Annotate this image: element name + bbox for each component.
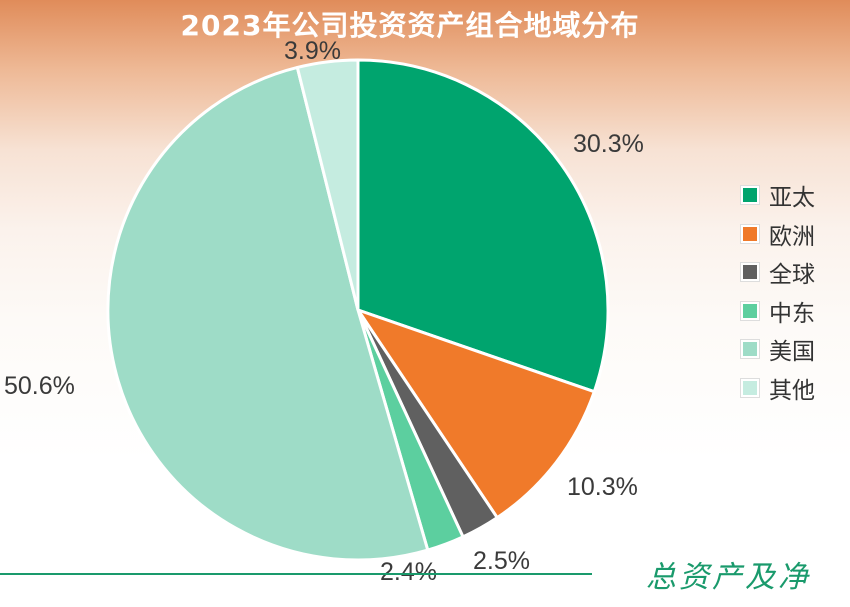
legend-label: 其他 [769,377,815,404]
pie-slice-asia-pacific [356,58,610,394]
data-label-other: 3.9% [284,37,341,65]
legend-label: 欧洲 [769,223,815,250]
pie-slice-europe [356,308,596,520]
legend-item-usa: 美国 [741,330,815,369]
legend-label: 全球 [769,262,815,289]
legend-label: 美国 [769,339,815,366]
data-label-global: 2.5% [473,547,530,575]
legend-item-other: 其他 [741,369,815,408]
legend-label: 中东 [769,300,815,327]
chart-title: 2023年公司投资资产组合地域分布 [180,9,640,42]
footer-divider [0,573,592,575]
pie-slice-usa [106,65,430,562]
legend-swatch [741,186,759,205]
data-label-usa: 50.6% [4,372,75,400]
legend-item-europe: 欧洲 [741,215,815,254]
footer-heading: 总资产及净 [646,560,811,595]
data-label-middle-east: 2.4% [380,558,437,586]
legend-swatch [741,378,759,397]
data-label-asia-pacific: 30.3% [573,130,644,158]
chart-legend: 亚太 欧洲 全球 中东 美国 其他 [741,176,815,407]
legend-swatch [741,263,759,282]
legend-swatch [741,340,759,359]
legend-label: 亚太 [769,185,815,212]
data-label-europe: 10.3% [567,473,638,501]
pie-slice-other [295,58,360,312]
legend-swatch [741,301,759,320]
legend-item-middle-east: 中东 [741,292,815,331]
pie-slices [106,58,610,562]
legend-item-global: 全球 [741,253,815,292]
legend-item-asia-pacific: 亚太 [741,176,815,215]
legend-swatch [741,224,759,243]
